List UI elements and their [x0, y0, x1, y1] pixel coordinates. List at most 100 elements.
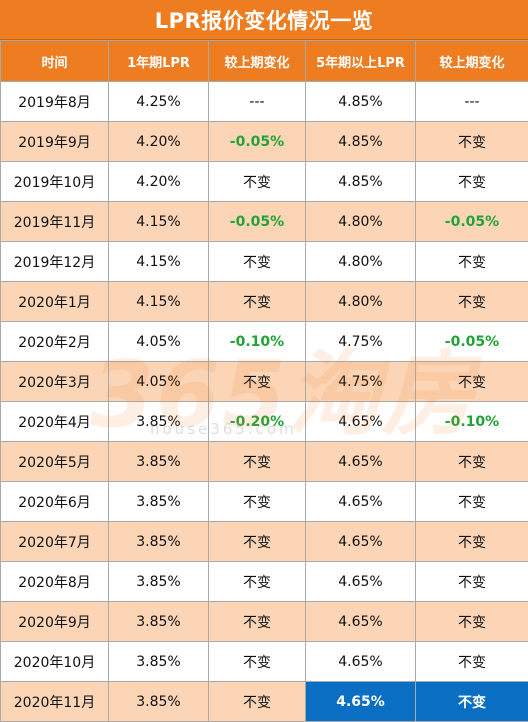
header-row: 时间 1年期LPR 较上期变化 5年期以上LPR 较上期变化 — [1, 41, 528, 82]
cell-date: 2020年10月 — [1, 642, 109, 682]
cell-5y-change: 不变 — [416, 682, 528, 722]
cell-1y-lpr: 3.85% — [109, 602, 209, 642]
cell-1y-lpr: 3.85% — [109, 482, 209, 522]
cell-1y-lpr: 4.25% — [109, 82, 209, 122]
cell-1y-change: 不变 — [209, 242, 306, 282]
cell-1y-lpr: 4.15% — [109, 202, 209, 242]
cell-1y-change: -0.20% — [209, 402, 306, 442]
cell-5y-change: -0.10% — [416, 402, 528, 442]
cell-1y-lpr: 3.85% — [109, 562, 209, 602]
cell-date: 2020年6月 — [1, 482, 109, 522]
cell-1y-lpr: 4.15% — [109, 242, 209, 282]
cell-date: 2019年9月 — [1, 122, 109, 162]
cell-5y-change: 不变 — [416, 362, 528, 402]
cell-date: 2019年12月 — [1, 242, 109, 282]
cell-1y-lpr: 3.85% — [109, 442, 209, 482]
cell-1y-change: 不变 — [209, 162, 306, 202]
cell-5y-change: 不变 — [416, 602, 528, 642]
cell-5y-lpr: 4.65% — [306, 562, 416, 602]
cell-date: 2020年2月 — [1, 322, 109, 362]
cell-5y-lpr: 4.80% — [306, 242, 416, 282]
cell-date: 2020年11月 — [1, 682, 109, 722]
cell-5y-lpr: 4.85% — [306, 82, 416, 122]
cell-5y-lpr: 4.85% — [306, 162, 416, 202]
cell-1y-change: 不变 — [209, 362, 306, 402]
cell-1y-lpr: 4.20% — [109, 162, 209, 202]
cell-5y-change: 不变 — [416, 282, 528, 322]
header-5y-change: 较上期变化 — [416, 41, 528, 82]
cell-5y-lpr: 4.65% — [306, 442, 416, 482]
cell-date: 2020年9月 — [1, 602, 109, 642]
cell-1y-lpr: 3.85% — [109, 402, 209, 442]
cell-1y-change: 不变 — [209, 282, 306, 322]
cell-1y-change: 不变 — [209, 442, 306, 482]
cell-1y-change: 不变 — [209, 522, 306, 562]
cell-5y-lpr: 4.80% — [306, 202, 416, 242]
cell-1y-lpr: 4.05% — [109, 322, 209, 362]
cell-5y-change: 不变 — [416, 122, 528, 162]
header-date: 时间 — [1, 41, 109, 82]
cell-1y-change: -0.05% — [209, 122, 306, 162]
cell-date: 2020年3月 — [1, 362, 109, 402]
header-1y-lpr: 1年期LPR — [109, 41, 209, 82]
cell-5y-change: 不变 — [416, 442, 528, 482]
cell-1y-change: 不变 — [209, 642, 306, 682]
cell-5y-lpr: 4.65% — [306, 522, 416, 562]
cell-5y-lpr: 4.75% — [306, 322, 416, 362]
cell-5y-change: 不变 — [416, 482, 528, 522]
cell-5y-change: 不变 — [416, 162, 528, 202]
cell-5y-change: -0.05% — [416, 202, 528, 242]
header-1y-change: 较上期变化 — [209, 41, 306, 82]
cell-1y-change: 不变 — [209, 682, 306, 722]
cell-1y-lpr: 4.15% — [109, 282, 209, 322]
cell-1y-change: --- — [209, 82, 306, 122]
cell-1y-lpr: 4.20% — [109, 122, 209, 162]
cell-5y-lpr: 4.65% — [306, 642, 416, 682]
cell-5y-change: 不变 — [416, 522, 528, 562]
cell-1y-change: -0.05% — [209, 202, 306, 242]
cell-5y-lpr: 4.80% — [306, 282, 416, 322]
cell-date: 2020年7月 — [1, 522, 109, 562]
cell-5y-change: 不变 — [416, 562, 528, 602]
cell-1y-lpr: 3.85% — [109, 522, 209, 562]
cell-date: 2019年8月 — [1, 82, 109, 122]
cell-1y-change: -0.10% — [209, 322, 306, 362]
cell-date: 2019年10月 — [1, 162, 109, 202]
cell-date: 2020年8月 — [1, 562, 109, 602]
cell-date: 2020年5月 — [1, 442, 109, 482]
cell-5y-lpr: 4.65% — [306, 682, 416, 722]
cell-1y-change: 不变 — [209, 602, 306, 642]
cell-1y-lpr: 3.85% — [109, 642, 209, 682]
cell-1y-lpr: 4.05% — [109, 362, 209, 402]
table-title: LPR报价变化情况一览 — [0, 0, 528, 40]
cell-date: 2020年4月 — [1, 402, 109, 442]
cell-date: 2020年1月 — [1, 282, 109, 322]
cell-5y-lpr: 4.65% — [306, 602, 416, 642]
cell-5y-lpr: 4.65% — [306, 482, 416, 522]
cell-date: 2019年11月 — [1, 202, 109, 242]
header-5y-lpr: 5年期以上LPR — [306, 41, 416, 82]
cell-1y-lpr: 3.85% — [109, 682, 209, 722]
cell-5y-change: --- — [416, 82, 528, 122]
cell-5y-change: 不变 — [416, 242, 528, 282]
cell-5y-lpr: 4.85% — [306, 122, 416, 162]
cell-5y-lpr: 4.65% — [306, 402, 416, 442]
